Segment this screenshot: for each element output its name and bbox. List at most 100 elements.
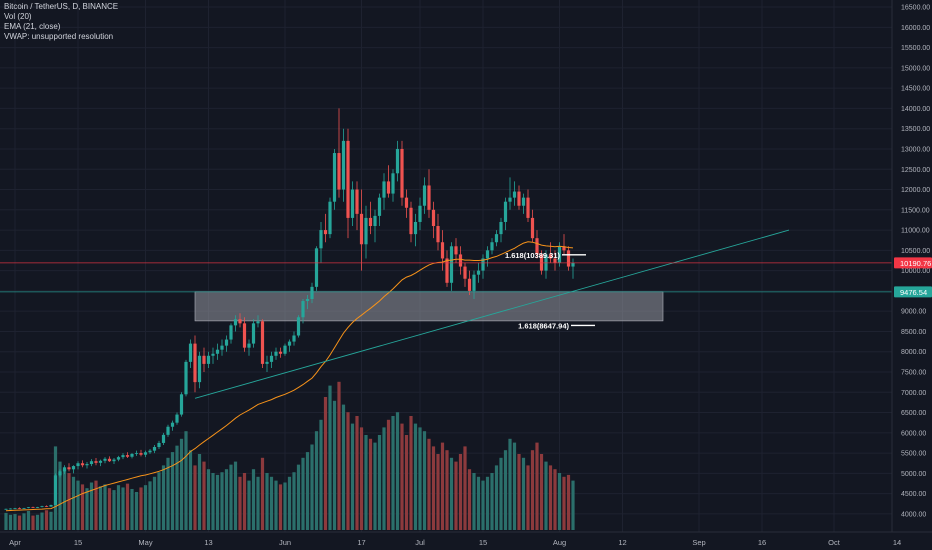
candle <box>103 457 107 464</box>
volume-bar <box>305 452 310 530</box>
volume-bar <box>35 514 40 530</box>
volume-bar <box>341 404 346 530</box>
candle <box>517 185 521 210</box>
volume-bar <box>130 488 134 530</box>
price-tick-label: 15500.00 <box>901 45 930 52</box>
volume-bar <box>31 515 35 530</box>
volume-bar <box>373 442 377 530</box>
candle <box>206 351 211 368</box>
volume-bar <box>346 412 350 530</box>
drawn-lines[interactable] <box>0 229 892 399</box>
candle <box>503 197 508 231</box>
price-tick-label: 11500.00 <box>901 207 930 214</box>
volume-bar <box>13 514 17 530</box>
candlesticks <box>4 108 575 510</box>
vwap-indicator-label[interactable]: VWAP: unsupported resolution <box>4 32 114 41</box>
candle-body <box>179 394 184 415</box>
volume-bar <box>107 488 112 530</box>
candle <box>98 459 103 467</box>
candle <box>242 317 247 352</box>
candle <box>332 148 337 210</box>
volume-bar <box>188 450 193 530</box>
time-tick-label: May <box>138 538 152 547</box>
vol-indicator-label[interactable]: Vol (20) <box>4 12 32 21</box>
candle-body <box>116 457 121 460</box>
volume-bar <box>170 452 175 530</box>
candle <box>292 331 296 346</box>
annotations[interactable]: 1.618(10389.31) 1.618(8647.94) <box>505 251 595 331</box>
candle <box>184 359 188 397</box>
candle <box>508 177 512 210</box>
candle-body <box>314 248 319 287</box>
candle <box>278 347 283 358</box>
volume-bar <box>193 465 197 530</box>
candle <box>274 347 278 360</box>
volume-bar <box>215 474 220 530</box>
candle <box>121 453 125 460</box>
candle <box>26 507 31 509</box>
candle <box>364 205 368 259</box>
candle-body <box>215 349 220 354</box>
candle-body <box>229 325 233 340</box>
price-tick-label: 10500.00 <box>901 248 930 255</box>
time-axis[interactable]: Apr15May13Jun17Jul15Aug12Sep16Oct14Nov <box>0 531 932 550</box>
candle-body <box>431 209 436 227</box>
candle-body <box>44 506 49 508</box>
volume-bar <box>85 488 89 530</box>
volume-bar <box>400 423 404 530</box>
support-zone[interactable] <box>194 291 664 322</box>
volume-bar <box>364 435 368 530</box>
price-axis-bg <box>892 0 932 550</box>
price-tick-label: 12000.00 <box>901 187 930 194</box>
candle-body <box>31 507 35 509</box>
candle <box>355 181 359 231</box>
candle-body <box>40 506 44 508</box>
candle <box>58 469 62 478</box>
volume-bar <box>179 438 184 530</box>
candle <box>490 238 494 255</box>
volume-bar <box>490 473 494 530</box>
price-axis[interactable]: 4000.00 4500.00 5000.00 5500.00 6000.00 6500.… <box>891 0 932 550</box>
candle-body <box>445 258 449 283</box>
price-tick-label: 6000.00 <box>901 430 926 437</box>
candle <box>287 339 292 352</box>
candle <box>62 465 67 475</box>
volume-bar <box>377 435 382 530</box>
volume-bar <box>436 454 440 530</box>
candle <box>301 299 305 324</box>
price-tick-label: 5500.00 <box>901 451 926 458</box>
volume-bar <box>152 476 157 530</box>
candle-body <box>197 355 202 383</box>
price-tick-label: 4000.00 <box>901 511 926 518</box>
candle <box>310 282 314 304</box>
candle <box>566 246 571 271</box>
support-tag-label: 9476.54 <box>900 288 927 297</box>
candle <box>328 197 332 239</box>
symbol-title[interactable]: Bitcoin / TetherUS, D, BINANCE <box>4 2 119 11</box>
candle-body <box>251 323 256 344</box>
candle-body <box>481 258 485 271</box>
candle-body <box>553 258 557 263</box>
volume-bar <box>427 438 431 530</box>
volume-bar <box>422 431 427 530</box>
candle-body <box>161 434 166 443</box>
candle-body <box>404 197 409 208</box>
ema-indicator-label[interactable]: EMA (21, close) <box>4 22 61 31</box>
candle-body <box>112 459 116 462</box>
candle-body <box>53 475 58 505</box>
support-zone-rect <box>194 291 664 322</box>
volume-bar <box>287 476 292 530</box>
candle-body <box>454 246 458 255</box>
time-tick-label: Sep <box>692 538 705 547</box>
candle-body <box>377 197 382 216</box>
candle <box>67 463 71 472</box>
volume-bar <box>265 473 269 530</box>
current-price-tag <box>894 257 932 269</box>
candle <box>377 193 382 227</box>
volume-bar <box>274 480 278 530</box>
candle-body <box>170 422 175 427</box>
candle <box>260 319 265 368</box>
candle <box>368 201 373 235</box>
volume-bar <box>103 484 107 530</box>
